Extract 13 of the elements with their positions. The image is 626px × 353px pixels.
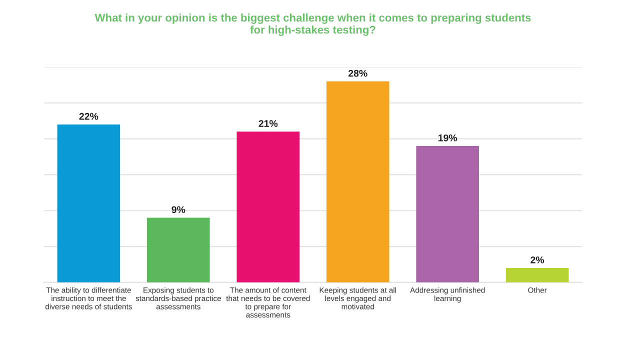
bar	[326, 81, 390, 282]
data-label: 9%	[172, 206, 186, 214]
bar	[236, 132, 300, 282]
data-label: 21%	[258, 120, 278, 127]
bar	[416, 146, 479, 282]
data-label: 19%	[438, 134, 458, 142]
bar	[57, 124, 120, 282]
bar	[506, 268, 569, 282]
data-label: 22%	[79, 112, 98, 120]
bar	[147, 218, 210, 282]
chart-title: What in your opinion is the biggest challenge when it comes to preparing students for high-stakes testing?	[94, 14, 531, 36]
data-label: 28%	[348, 70, 368, 77]
data-label: 2%	[530, 256, 544, 264]
